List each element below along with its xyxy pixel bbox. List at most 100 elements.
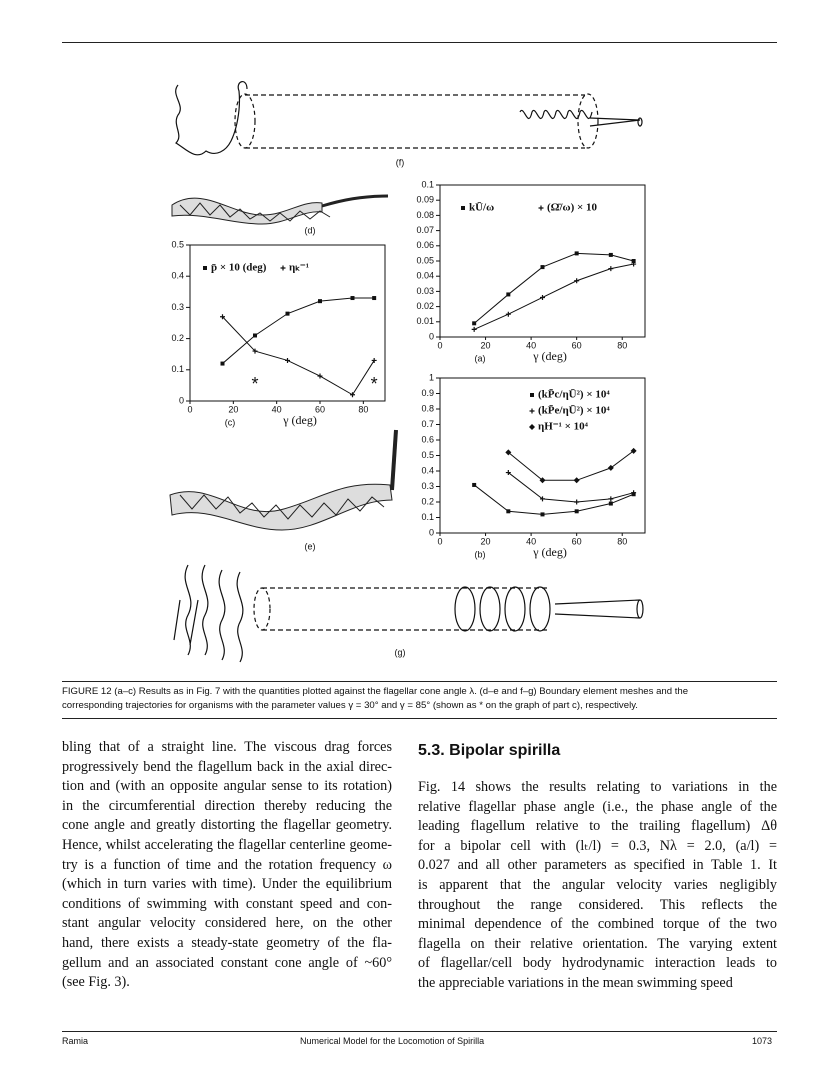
marker — [350, 296, 355, 301]
series-line — [473, 484, 634, 515]
y-tick-label: 0.02 — [416, 301, 434, 311]
y-tick-label: 0.01 — [416, 316, 434, 326]
marker — [505, 449, 512, 456]
y-tick-label: 0.1 — [421, 179, 434, 189]
x-tick-label: 20 — [481, 536, 491, 546]
marker — [253, 333, 257, 338]
text-line: gellum and an associated constant cone a… — [62, 954, 392, 971]
marker — [372, 296, 377, 301]
caption-rule — [62, 718, 777, 719]
marker — [471, 326, 477, 332]
section-heading: 5.3. Bipolar spirilla — [418, 742, 561, 759]
y-tick-label: 0 — [429, 527, 434, 537]
marker — [631, 261, 637, 267]
marker — [472, 482, 477, 487]
series-line — [222, 316, 375, 396]
y-tick-label: 0.1 — [171, 364, 184, 374]
page-number: 1073 — [752, 1036, 773, 1046]
x-tick-label: 80 — [617, 340, 627, 350]
text-line: 0.027 and all other parameters as specif… — [418, 857, 777, 874]
text-line: is apparent that the angular velocity va… — [418, 876, 777, 893]
marker — [540, 512, 545, 517]
marker — [506, 509, 511, 514]
plot-frame — [189, 244, 386, 402]
chart-label: (c) — [225, 417, 236, 427]
caption-rule — [62, 681, 777, 682]
legend-entry: (kP̄e/ηŪ²) × 10⁴ — [538, 405, 610, 417]
legend-entry: kŪ/ω — [469, 202, 494, 214]
panel-label: (g) — [395, 647, 406, 657]
x-tick-label: 0 — [437, 340, 442, 350]
footer-rule — [62, 1031, 777, 1032]
x-tick-label: 80 — [617, 536, 627, 546]
marker — [317, 373, 323, 379]
y-tick-label: 1 — [429, 372, 434, 382]
marker — [540, 265, 545, 270]
marker — [608, 252, 613, 257]
series-line — [473, 263, 634, 330]
annotation: * — [371, 374, 378, 394]
footer-title: Numerical Model for the Locomotion of Sp… — [300, 1036, 485, 1046]
x-tick-label: 0 — [187, 404, 192, 414]
marker — [630, 447, 637, 454]
legend-marker — [203, 266, 207, 270]
y-tick-label: 0.07 — [416, 225, 434, 235]
marker — [574, 509, 579, 514]
chart-label: (b) — [475, 549, 486, 559]
y-tick-label: 0.4 — [421, 465, 434, 475]
text-line: Fig. 14 shows the results relating to va… — [418, 779, 777, 795]
legend-entry: ηₖ⁻¹ — [289, 262, 309, 274]
x-tick-label: 40 — [526, 340, 536, 350]
text-line: stant angular velocity considered here, … — [62, 915, 392, 932]
figure: (f) (d) (e) (g) 0 0.1 0.2 0.3 0.4 0.5 0 20 40 60 8… — [169, 81, 646, 663]
text-line: leading flagellum relative to the traili… — [418, 818, 777, 835]
series-line — [473, 252, 634, 324]
y-tick-label: 0 — [179, 395, 184, 405]
illustration-f — [175, 81, 643, 156]
marker — [318, 299, 322, 304]
marker — [574, 251, 579, 256]
text-line: try is a function of time and the rotati… — [62, 856, 392, 873]
x-tick-label: 40 — [272, 404, 282, 414]
y-tick-label: 0.8 — [421, 403, 434, 413]
text-line: for a bipolar cell with (lₜ/l) = 0.3, Nλ… — [418, 837, 777, 854]
y-tick-label: 0.05 — [416, 255, 434, 265]
top-rule — [62, 42, 777, 43]
panel-label: (d) — [305, 225, 316, 235]
legend-marker — [529, 424, 535, 430]
text-line: the appreciable variations in the mean s… — [418, 974, 733, 991]
left-column: bling that of a straight line. The visco… — [62, 738, 392, 993]
text-line: hand, there exists a steady-state geomet… — [62, 934, 392, 951]
text-line: cone angle and greatly distorting the fl… — [62, 817, 392, 834]
y-tick-label: 0.6 — [421, 434, 434, 444]
y-tick-label: 0.1 — [421, 512, 434, 522]
y-tick-label: 0.7 — [421, 419, 434, 429]
legend-marker — [529, 408, 535, 414]
text-line: throughout the range considered. This re… — [418, 896, 777, 913]
marker — [631, 259, 636, 263]
x-tick-label: 20 — [228, 404, 238, 414]
marker — [371, 357, 377, 363]
y-tick-label: 0 — [429, 331, 434, 341]
marker — [505, 311, 511, 317]
y-tick-label: 0.4 — [171, 271, 184, 281]
x-tick-label: 20 — [481, 340, 491, 350]
illustration-d — [171, 194, 389, 225]
y-tick-label: 0.2 — [421, 496, 434, 506]
marker — [573, 477, 580, 484]
marker — [540, 294, 545, 300]
chart-label: (a) — [475, 353, 486, 363]
y-tick-label: 0.08 — [416, 210, 434, 220]
y-tick-label: 0.03 — [416, 286, 434, 296]
marker — [608, 501, 613, 506]
x-tick-label: 60 — [572, 536, 582, 546]
marker — [472, 321, 477, 326]
illustration-g — [173, 564, 644, 663]
legend-entry: p̄ × 10 (deg) — [211, 262, 267, 274]
x-tick-label: 60 — [315, 404, 325, 414]
y-tick-label: 0.3 — [171, 302, 184, 312]
marker — [539, 477, 546, 484]
caption-line: corresponding trajectories for organisms… — [62, 700, 638, 711]
y-tick-label: 0.3 — [421, 481, 434, 491]
text-line: relative flagellar phase angle (i.e., th… — [418, 798, 777, 815]
